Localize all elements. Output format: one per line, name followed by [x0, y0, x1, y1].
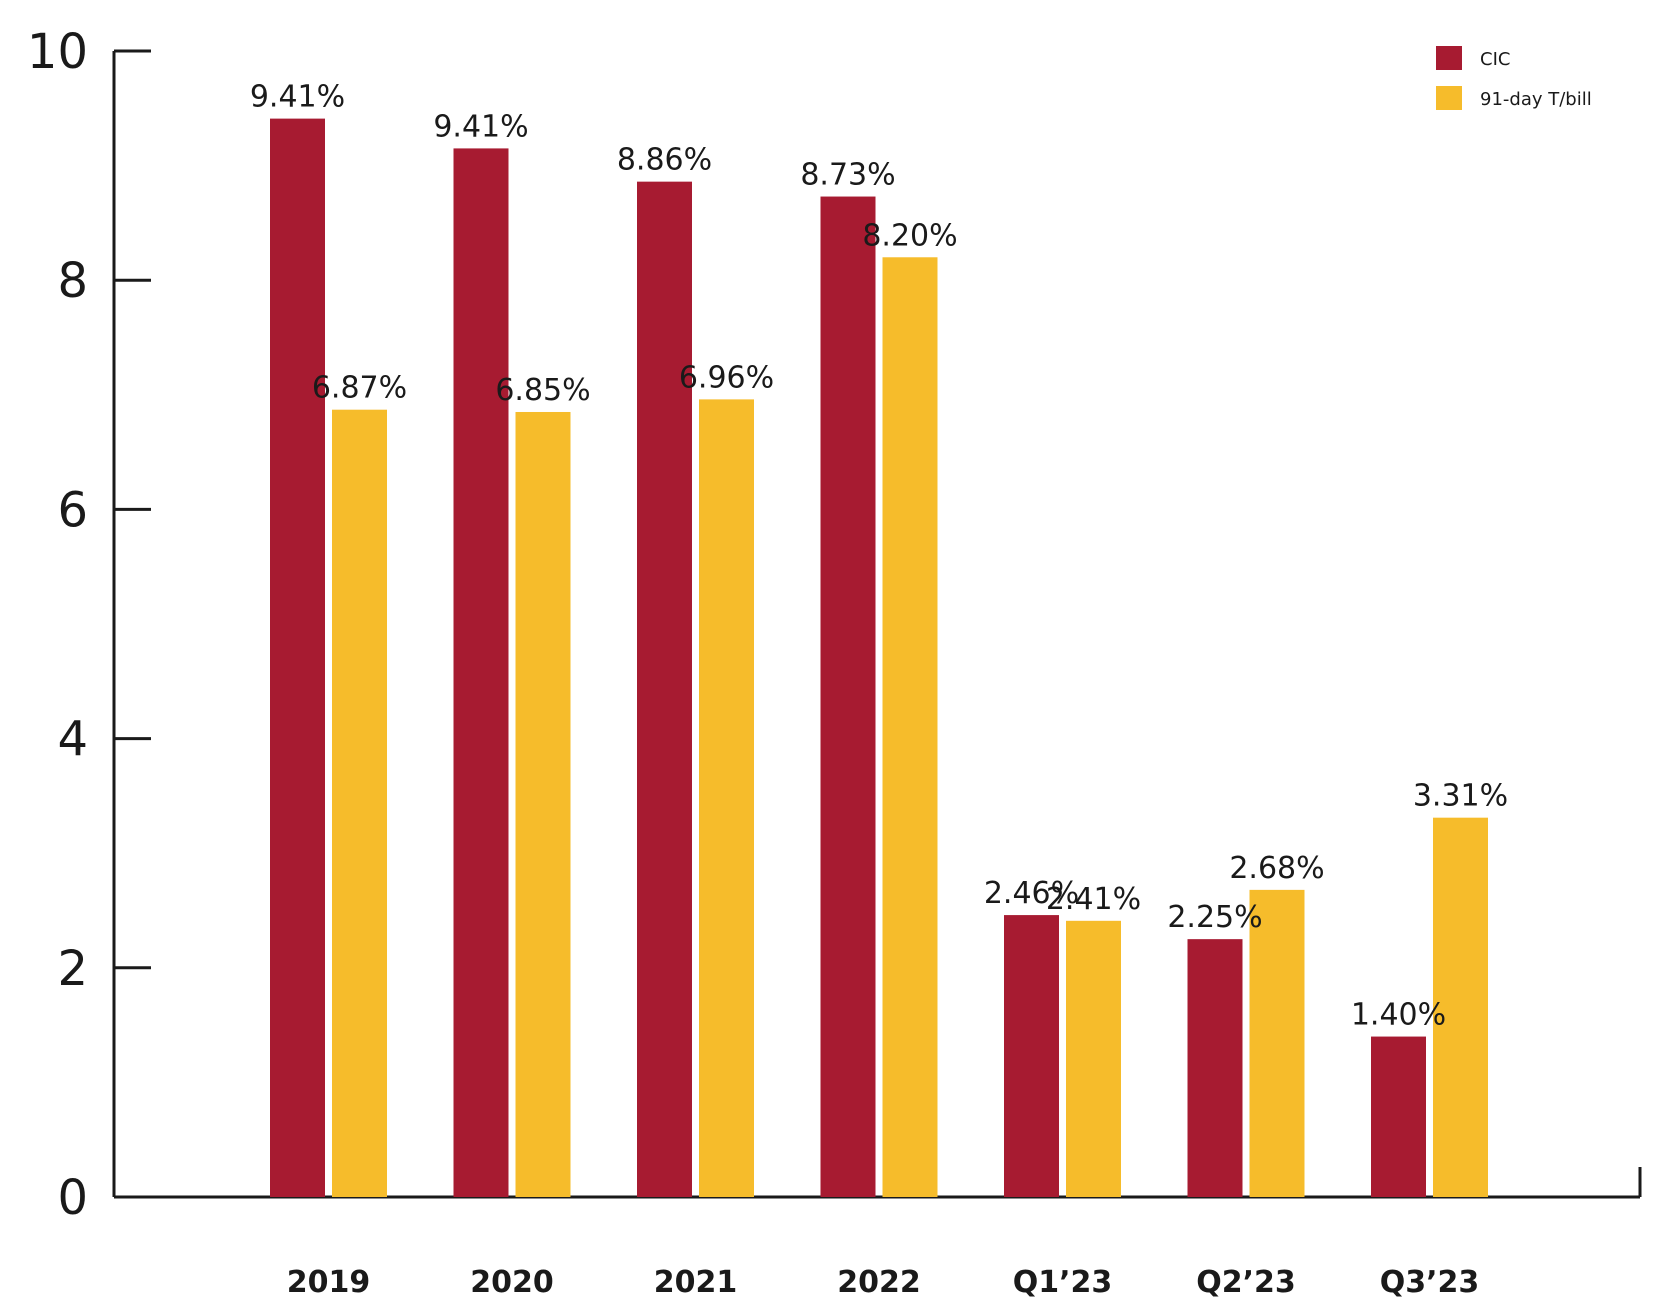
data-label: 2.68%	[1229, 851, 1324, 886]
bar-cic	[270, 118, 325, 1197]
data-label: 8.73%	[800, 158, 895, 193]
y-tick-label: 10	[27, 24, 88, 80]
x-tick-label: 2019	[287, 1265, 371, 1300]
data-label: 2.41%	[1046, 882, 1141, 917]
bar-tbill	[882, 257, 938, 1197]
y-tick-label: 4	[57, 712, 88, 768]
data-label: 1.40%	[1351, 998, 1446, 1033]
data-label: 3.31%	[1413, 779, 1508, 814]
x-tick-label: Q3’23	[1380, 1265, 1480, 1300]
y-tick-label: 2	[57, 941, 88, 997]
bar-cic	[1004, 915, 1059, 1197]
bar-tbill	[1066, 920, 1121, 1197]
x-tick-label: Q1’23	[1013, 1265, 1113, 1300]
legend-swatch	[1436, 86, 1462, 110]
x-tick-label: 2020	[470, 1265, 554, 1300]
data-label: 9.41%	[433, 109, 528, 144]
chart-bars	[270, 118, 1488, 1198]
chart-legend: CIC 91-day T/bill	[1436, 46, 1592, 110]
data-label: 6.96%	[679, 360, 774, 395]
y-tick-label: 6	[57, 482, 88, 538]
data-label: 9.41%	[250, 80, 345, 115]
x-tick-label: Q2’23	[1196, 1265, 1296, 1300]
data-label: 8.20%	[862, 218, 957, 253]
bar-cic	[637, 181, 692, 1198]
data-label: 2.46%	[984, 876, 1079, 911]
bar-cic	[820, 196, 876, 1198]
y-tick-label: 8	[57, 253, 88, 309]
bar-tbill	[515, 411, 571, 1197]
data-label: 6.87%	[312, 371, 407, 406]
x-tick-label: 2022	[837, 1265, 921, 1300]
chart-axes: 0 2 4 6 8 10 2019 2020 2021 2022 Q1’23 Q2’23 Q3’23	[27, 24, 1642, 1300]
bar-cic	[1371, 1036, 1426, 1197]
bar-tbill	[332, 409, 387, 1197]
bar-tbill	[699, 399, 754, 1197]
legend-label: CIC	[1480, 49, 1510, 70]
data-label: 6.85%	[495, 373, 590, 408]
legend-swatch	[1436, 46, 1462, 70]
x-tick-label: 2021	[654, 1265, 738, 1300]
legend-label: 91-day T/bill	[1480, 89, 1592, 110]
data-label: 2.25%	[1167, 900, 1262, 935]
y-tick-label: 0	[57, 1170, 88, 1226]
chart-data-labels: 9.41% 6.87% 9.41% 6.85% 8.86% 6.96% 8.73% 8.20%…	[250, 80, 1508, 1033]
bar-cic	[453, 148, 509, 1197]
data-label: 8.86%	[617, 143, 712, 178]
bar-cic	[1187, 939, 1243, 1197]
bar-tbill	[1249, 889, 1305, 1197]
bar-tbill	[1433, 817, 1488, 1197]
